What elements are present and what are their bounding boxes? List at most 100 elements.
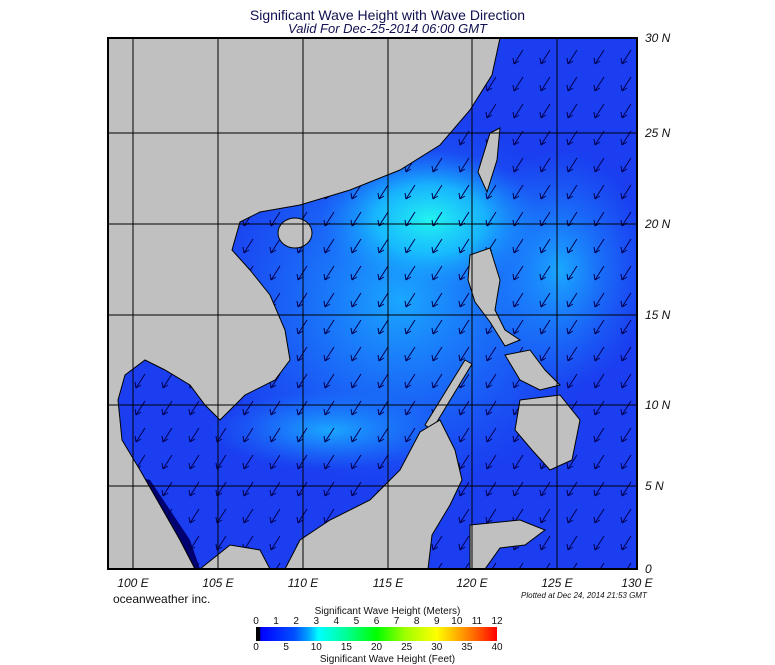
wave-arrow <box>437 562 443 569</box>
wave-arrow <box>194 562 200 569</box>
map-frame <box>107 37 638 570</box>
wave-arrow <box>431 346 443 362</box>
colorbar-title-meters: Significant Wave Height (Meters) <box>314 606 461 617</box>
wave-arrow <box>539 346 551 362</box>
wave-arrow <box>512 184 524 200</box>
wave-arrow <box>377 454 389 470</box>
lat-label: 30 N <box>645 31 671 45</box>
colorbar-tick-meters: 0 <box>253 616 259 627</box>
wave-arrow <box>404 400 416 416</box>
wave-arrow <box>593 265 605 281</box>
brand-label: oceanweather inc. <box>113 592 211 606</box>
wave-arrow <box>512 454 524 470</box>
wave-arrow <box>161 373 173 389</box>
wave-arrow <box>323 319 335 335</box>
wave-arrow <box>323 427 335 443</box>
wave-arrow <box>458 427 470 443</box>
colorbar-tick-feet: 15 <box>340 642 352 653</box>
lat-label: 20 N <box>645 217 671 231</box>
wave-arrow <box>377 265 389 281</box>
wave-arrow <box>350 184 362 200</box>
wave-arrow <box>188 454 200 470</box>
land-sulawesi <box>469 519 547 569</box>
wave-arrow <box>458 319 470 335</box>
wave-arrow <box>431 292 443 308</box>
wave-arrow <box>377 373 389 389</box>
wave-arrow <box>269 481 281 497</box>
wave-arrow <box>566 49 578 65</box>
wave-arrow <box>512 49 524 65</box>
wave-arrow <box>350 292 362 308</box>
wave-arrow <box>431 184 443 200</box>
wave-arrow <box>458 535 470 551</box>
land-visayas <box>504 349 561 391</box>
wave-arrow <box>431 238 443 254</box>
wave-arrow <box>512 265 524 281</box>
wave-arrow <box>485 76 497 92</box>
wave-arrow <box>377 184 389 200</box>
wave-arrow <box>350 265 362 281</box>
wave-arrow <box>323 265 335 281</box>
lon-label: 125 E <box>541 576 573 590</box>
wave-arrow <box>458 400 470 416</box>
wave-arrow <box>350 346 362 362</box>
wave-arrow <box>539 49 551 65</box>
wave-arrow <box>485 103 497 119</box>
colorbar-tick-meters: 7 <box>393 616 400 627</box>
wave-arrow <box>485 427 497 443</box>
wave-arrow <box>485 184 497 200</box>
wave-arrow <box>572 562 578 569</box>
wave-arrow <box>518 562 524 569</box>
lon-label: 110 E <box>287 576 319 590</box>
wave-arrow <box>566 292 578 308</box>
wave-arrow <box>491 562 497 569</box>
wave-arrow <box>269 427 281 443</box>
wave-arrow <box>566 346 578 362</box>
wave-arrow <box>593 454 605 470</box>
wave-arrow <box>458 157 470 173</box>
wave-arrow <box>269 265 281 281</box>
land-borneo <box>284 419 463 569</box>
wave-arrow <box>134 373 146 389</box>
wave-arrow <box>539 481 551 497</box>
wave-arrow <box>323 400 335 416</box>
colorbar-tick-meters: 5 <box>353 616 360 627</box>
colorbar-tick-meters: 11 <box>471 616 483 627</box>
wave-arrow <box>512 157 524 173</box>
wave-arrow <box>620 319 632 335</box>
wave-arrow <box>539 319 551 335</box>
wave-arrow <box>566 103 578 119</box>
wave-arrow <box>626 562 632 569</box>
colorbar-tick-meters: 2 <box>293 616 299 627</box>
wave-arrow <box>404 292 416 308</box>
colorbar-tick-feet: 35 <box>461 642 473 653</box>
wave-arrow <box>593 319 605 335</box>
land-mindanao <box>514 394 581 471</box>
wave-arrow <box>161 454 173 470</box>
wave-arrow <box>458 508 470 524</box>
lat-label: 0 <box>645 562 652 576</box>
wave-arrow <box>161 400 173 416</box>
colorbar-tick-meters: 3 <box>313 616 320 627</box>
wave-arrow <box>593 481 605 497</box>
wave-arrow <box>431 373 443 389</box>
lon-label: 130 E <box>621 576 653 590</box>
chart-subtitle: Valid For Dec-25-2014 06:00 GMT <box>288 21 487 36</box>
wave-arrow <box>323 292 335 308</box>
land-luzon <box>467 247 522 347</box>
wave-arrow <box>539 535 551 551</box>
wave-arrow <box>620 373 632 389</box>
wave-arrow <box>593 346 605 362</box>
lat-label: 15 N <box>645 308 671 322</box>
colorbar-tick-meters: 10 <box>451 616 463 627</box>
wave-arrow <box>404 346 416 362</box>
wave-arrow <box>404 427 416 443</box>
wave-arrow <box>404 319 416 335</box>
wave-arrow <box>350 427 362 443</box>
wave-arrow <box>188 535 200 551</box>
wave-arrow <box>377 400 389 416</box>
wave-arrow <box>620 238 632 254</box>
wave-arrow <box>485 373 497 389</box>
colorbar-tick-feet: 40 <box>491 642 503 653</box>
